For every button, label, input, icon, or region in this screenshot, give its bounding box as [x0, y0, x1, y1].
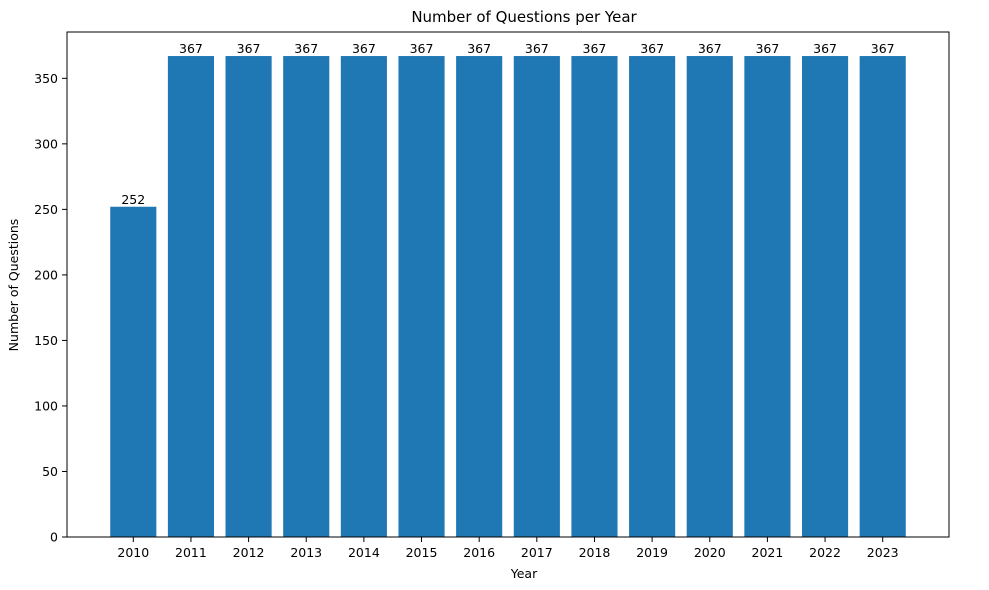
data-label-2016: 367: [467, 41, 491, 56]
x-tick-label-2012: 2012: [233, 545, 265, 560]
y-tick-label-100: 100: [34, 398, 58, 413]
x-tick-label-2023: 2023: [867, 545, 899, 560]
x-tick-label-2015: 2015: [406, 545, 438, 560]
data-label-2014: 367: [352, 41, 376, 56]
bar-2021: [744, 56, 791, 538]
bars-group: [110, 56, 906, 538]
data-labels-group: 252 367 367 367 367 367 367 367 367 367 367 367 367 3…: [121, 41, 894, 207]
bar-2013: [283, 56, 330, 538]
x-axis-label: Year: [510, 566, 538, 581]
x-tick-label-2020: 2020: [694, 545, 726, 560]
x-tick-label-2016: 2016: [463, 545, 495, 560]
x-tick-label-2011: 2011: [175, 545, 207, 560]
bar-2017: [513, 56, 560, 538]
data-label-2015: 367: [410, 41, 434, 56]
bar-2020: [686, 56, 733, 538]
bar-2015: [398, 56, 445, 538]
y-tick-label-300: 300: [34, 136, 58, 151]
x-tick-label-2018: 2018: [579, 545, 611, 560]
data-label-2021: 367: [755, 41, 779, 56]
x-axis-ticks: 2010 2011 2012 2013 2014 2015 2016 2017 2018 2019…: [117, 537, 899, 560]
bar-2012: [225, 56, 272, 538]
y-tick-label-0: 0: [50, 530, 58, 545]
bar-2022: [802, 56, 849, 538]
bar-2011: [167, 56, 214, 538]
bar-2018: [571, 56, 618, 538]
x-tick-label-2019: 2019: [636, 545, 668, 560]
data-label-2010: 252: [121, 192, 145, 207]
x-tick-label-2022: 2022: [809, 545, 841, 560]
x-tick-label-2017: 2017: [521, 545, 553, 560]
y-axis-label: Number of Questions: [6, 219, 21, 352]
data-label-2013: 367: [294, 41, 318, 56]
x-tick-label-2010: 2010: [117, 545, 149, 560]
y-tick-label-250: 250: [34, 202, 58, 217]
data-label-2011: 367: [179, 41, 203, 56]
y-tick-label-200: 200: [34, 267, 58, 282]
bar-2014: [340, 56, 387, 538]
x-tick-label-2014: 2014: [348, 545, 380, 560]
y-axis-ticks: 0 50 100 150 200 250 300 350: [34, 71, 67, 545]
axes-frame: [66, 31, 950, 538]
data-label-2018: 367: [583, 41, 607, 56]
chart-title: Number of Questions per Year: [411, 8, 637, 26]
x-tick-label-2021: 2021: [752, 545, 784, 560]
data-label-2023: 367: [871, 41, 895, 56]
bar-2010: [110, 206, 157, 537]
data-label-2019: 367: [640, 41, 664, 56]
x-tick-label-2013: 2013: [290, 545, 322, 560]
y-tick-label-350: 350: [34, 71, 58, 86]
bar-2016: [456, 56, 503, 538]
y-tick-label-150: 150: [34, 333, 58, 348]
data-label-2022: 367: [813, 41, 837, 56]
data-label-2017: 367: [525, 41, 549, 56]
data-label-2012: 367: [237, 41, 261, 56]
data-label-2020: 367: [698, 41, 722, 56]
bar-2019: [629, 56, 676, 538]
y-tick-label-50: 50: [42, 464, 58, 479]
bar-2023: [859, 56, 906, 538]
